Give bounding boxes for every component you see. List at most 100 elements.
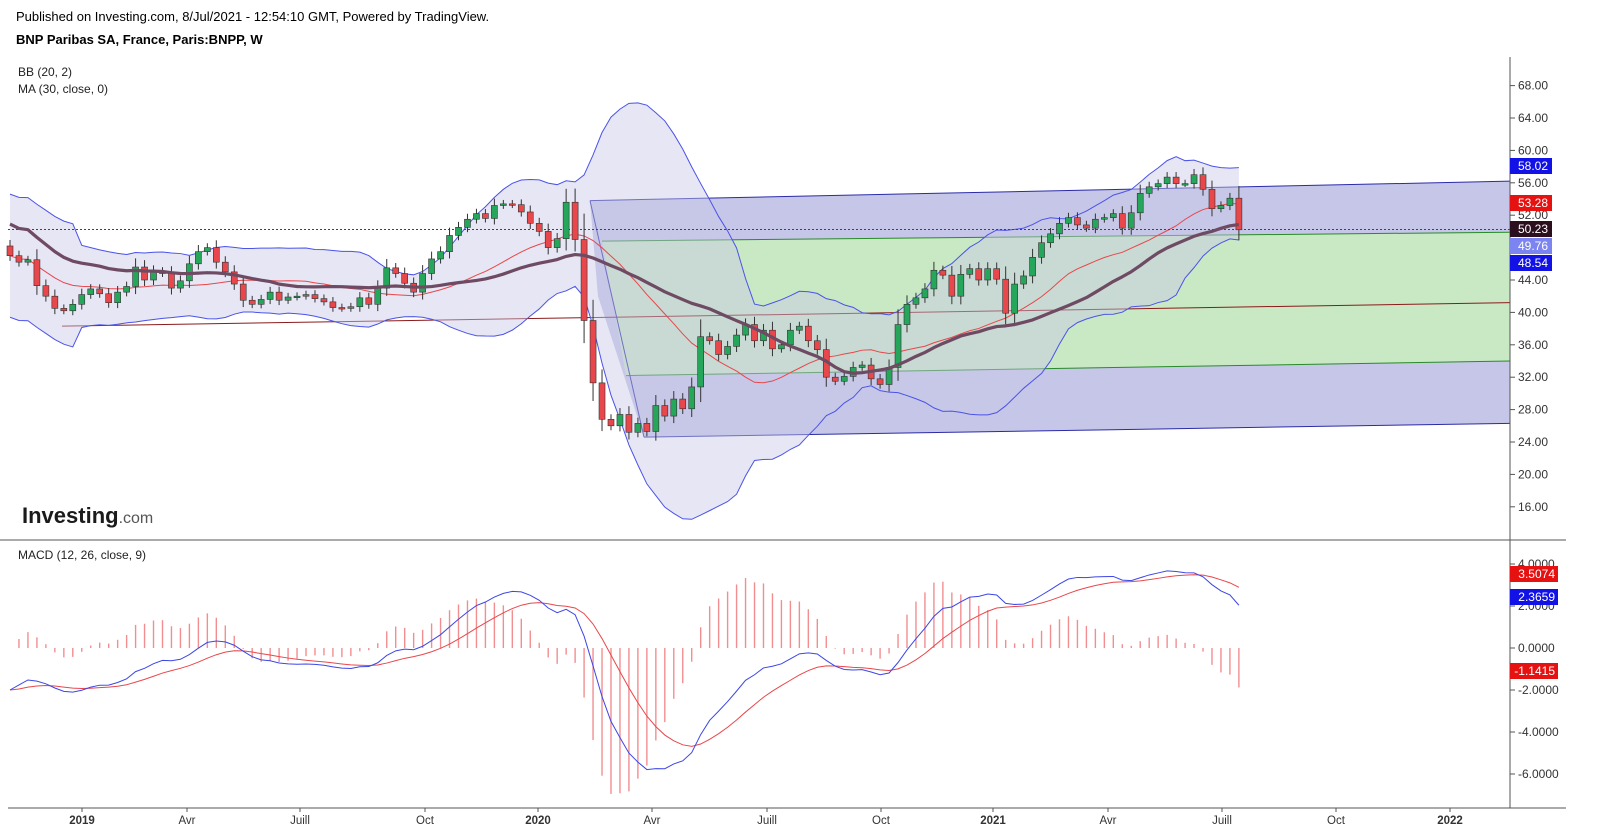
candle-body (598, 382, 606, 420)
macd-tag-bg (1510, 663, 1558, 679)
x-tick-label: 2019 (69, 815, 95, 826)
candle (1181, 179, 1189, 188)
x-tick-label: 2020 (525, 815, 551, 826)
candle-body (1118, 213, 1126, 229)
candle-body (876, 378, 884, 385)
candle (643, 417, 651, 437)
candle-body (123, 286, 130, 293)
symbol-title: BNP Paribas SA, France, Paris:BNPP, W (16, 32, 263, 47)
candle-body (15, 255, 23, 263)
candle-body (428, 258, 435, 274)
candle (329, 297, 337, 312)
candle-body (688, 386, 696, 410)
y-tick-label: 60.00 (1518, 143, 1548, 157)
candle-body (302, 294, 310, 297)
candle-body (114, 291, 121, 303)
candle-body (679, 398, 687, 410)
candle-body (239, 283, 247, 301)
candle-body (1145, 186, 1153, 194)
macd-tag-label: 2.3659 (1518, 590, 1555, 604)
candle-body (1011, 283, 1018, 314)
candle-body (132, 266, 139, 287)
candle-body (1047, 233, 1054, 244)
macd-tag: -1.1415 (1510, 663, 1558, 679)
y-tick-label: 68.00 (1518, 79, 1548, 93)
y-tick-label: 40.00 (1518, 305, 1548, 319)
candle-body (930, 269, 938, 290)
candle-body (455, 227, 462, 236)
candle-body (293, 295, 301, 299)
candle-body (625, 414, 633, 433)
candle (96, 284, 103, 298)
candle-body (230, 271, 238, 285)
candle-body (1217, 205, 1225, 210)
candle (1190, 168, 1198, 189)
candle (1118, 206, 1126, 235)
candle (634, 417, 642, 438)
candle-body (6, 245, 14, 256)
candle-body (912, 297, 920, 305)
candle (383, 258, 391, 296)
candle (688, 377, 696, 417)
candle (562, 188, 570, 251)
candle-body (1002, 278, 1009, 314)
candle-body (356, 297, 364, 308)
candle (356, 292, 364, 312)
candle-body (1127, 212, 1135, 229)
candle (733, 328, 740, 353)
candle-body (1190, 174, 1198, 184)
price-tag: 53.28 (1510, 195, 1552, 211)
candle-body (446, 235, 453, 252)
candle (544, 223, 552, 255)
candle (195, 245, 202, 270)
candle (948, 266, 956, 305)
candle (930, 261, 938, 297)
candle (1172, 172, 1180, 189)
candle-body (383, 267, 391, 289)
candle (652, 395, 660, 441)
candle-body (778, 344, 785, 350)
candle-body (105, 293, 112, 303)
candle (975, 262, 983, 286)
investing-logo: Investing.com (22, 503, 153, 528)
candle-body (24, 259, 32, 263)
candle-body (661, 405, 669, 417)
y-tick-label: 16.00 (1518, 500, 1548, 514)
y-tick-label: 52.00 (1518, 208, 1548, 222)
candle-body (33, 259, 41, 286)
candle (1065, 212, 1072, 228)
candle-body (1110, 213, 1117, 218)
macd-panel (9, 570, 1240, 794)
candle (724, 340, 731, 360)
candle (266, 286, 274, 305)
candle-body (141, 266, 148, 281)
candle (123, 281, 130, 297)
x-tick-label: Juill (1212, 815, 1232, 826)
candle (751, 316, 758, 348)
macd-tag-label: -1.1415 (1514, 664, 1555, 678)
x-tick-label: Oct (872, 815, 891, 826)
candle (482, 208, 489, 223)
candle (6, 240, 14, 261)
ma-label: MA (30, close, 0) (18, 82, 108, 96)
candle (239, 276, 247, 308)
channel-lower-line (643, 422, 1511, 438)
x-tick-label: Avr (643, 815, 660, 826)
candle (1011, 272, 1018, 324)
channel-start-line (589, 200, 645, 438)
candle-body (1163, 176, 1171, 184)
candle (1020, 270, 1027, 289)
candle (437, 246, 444, 264)
price-tag: 58.02 (1510, 158, 1552, 174)
price-tag-bg (1510, 255, 1552, 271)
candle-body (374, 287, 382, 305)
candle (598, 369, 606, 432)
candle-body (1226, 197, 1234, 206)
candle-body (311, 294, 319, 299)
candle (1145, 181, 1153, 198)
y-tick-label: 36.00 (1518, 338, 1548, 352)
candle-body (1083, 224, 1090, 229)
candle (903, 295, 911, 333)
candle (984, 262, 992, 286)
